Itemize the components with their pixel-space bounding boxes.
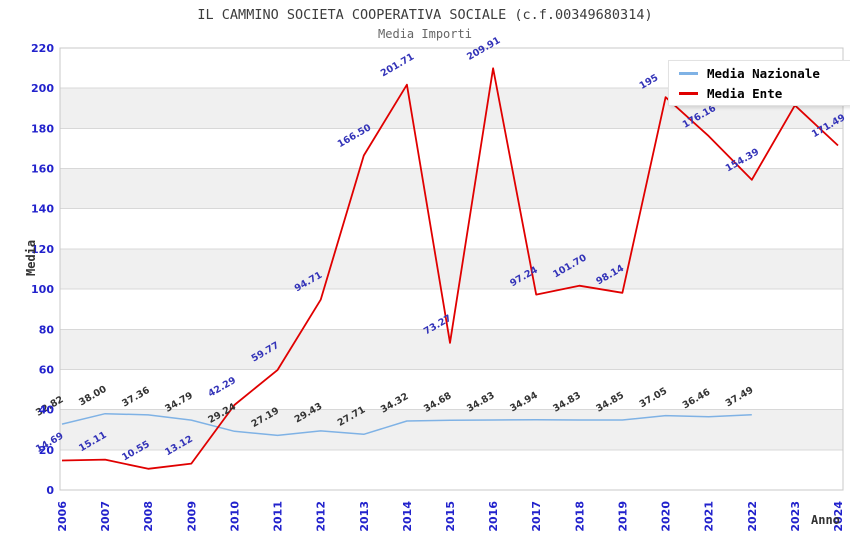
y-tick-label: 200 — [31, 82, 54, 95]
plot-band — [60, 289, 843, 330]
x-tick-label: 2008 — [142, 501, 155, 532]
x-tick-label: 2013 — [358, 501, 371, 532]
y-tick-label: 100 — [31, 283, 54, 296]
x-tick-label: 2007 — [99, 501, 112, 532]
plot-band — [60, 369, 843, 410]
y-tick-label: 60 — [39, 363, 55, 376]
legend: Media Nazionale Media Ente — [668, 60, 850, 106]
x-tick-label: 2023 — [789, 501, 802, 532]
chart-subtitle: Media Importi — [378, 27, 472, 41]
x-tick-label: 2019 — [616, 501, 629, 532]
x-tick-label: 2012 — [315, 501, 328, 532]
x-tick-label: 2024 — [832, 501, 845, 532]
x-tick-label: 2009 — [185, 501, 198, 532]
plot-border — [59, 47, 844, 491]
x-tick-label: 2018 — [573, 501, 586, 532]
x-tick-label: 2010 — [228, 501, 241, 532]
plot-band — [60, 168, 843, 209]
y-tick-label: 160 — [31, 163, 54, 176]
y-tick-label: 40 — [39, 404, 55, 417]
plot-band — [60, 449, 843, 490]
plot-band — [60, 208, 843, 249]
legend-item-media-nazionale: Media Nazionale — [679, 66, 850, 81]
series-line-media-ente — [61, 67, 839, 470]
x-tick-label: 2006 — [56, 501, 69, 532]
series-line-media-nazionale — [61, 412, 752, 437]
y-tick-label: 180 — [31, 122, 54, 135]
legend-item-media-ente: Media Ente — [679, 86, 850, 101]
legend-label-media-ente: Media Ente — [707, 85, 783, 101]
x-axis-title: Anno — [811, 513, 840, 527]
y-axis-title: Media — [24, 239, 38, 276]
x-tick-label: 2022 — [746, 501, 759, 532]
y-tick-label: 0 — [46, 484, 54, 497]
y-tick-label: 220 — [31, 42, 54, 55]
media-ente-line-swatch — [679, 91, 698, 95]
y-tick-label: 140 — [31, 203, 54, 216]
x-tick-label: 2011 — [272, 501, 285, 532]
legend-label-media-nazionale: Media Nazionale — [707, 65, 820, 81]
x-tick-label: 2021 — [703, 501, 716, 532]
plot-band — [60, 128, 843, 169]
x-tick-label: 2015 — [444, 501, 457, 532]
y-tick-label: 120 — [31, 243, 54, 256]
media-nazionale-line-swatch — [679, 71, 698, 75]
plot-band — [60, 248, 843, 290]
x-tick-label: 2014 — [401, 501, 414, 532]
y-tick-label: 80 — [39, 323, 55, 336]
chart-title: IL CAMMINO SOCIETA COOPERATIVA SOCIALE (… — [197, 7, 653, 23]
y-tick-label: 20 — [39, 444, 55, 457]
x-tick-label: 2016 — [487, 501, 500, 532]
x-tick-label: 2020 — [660, 501, 673, 532]
x-tick-label: 2017 — [530, 501, 543, 532]
